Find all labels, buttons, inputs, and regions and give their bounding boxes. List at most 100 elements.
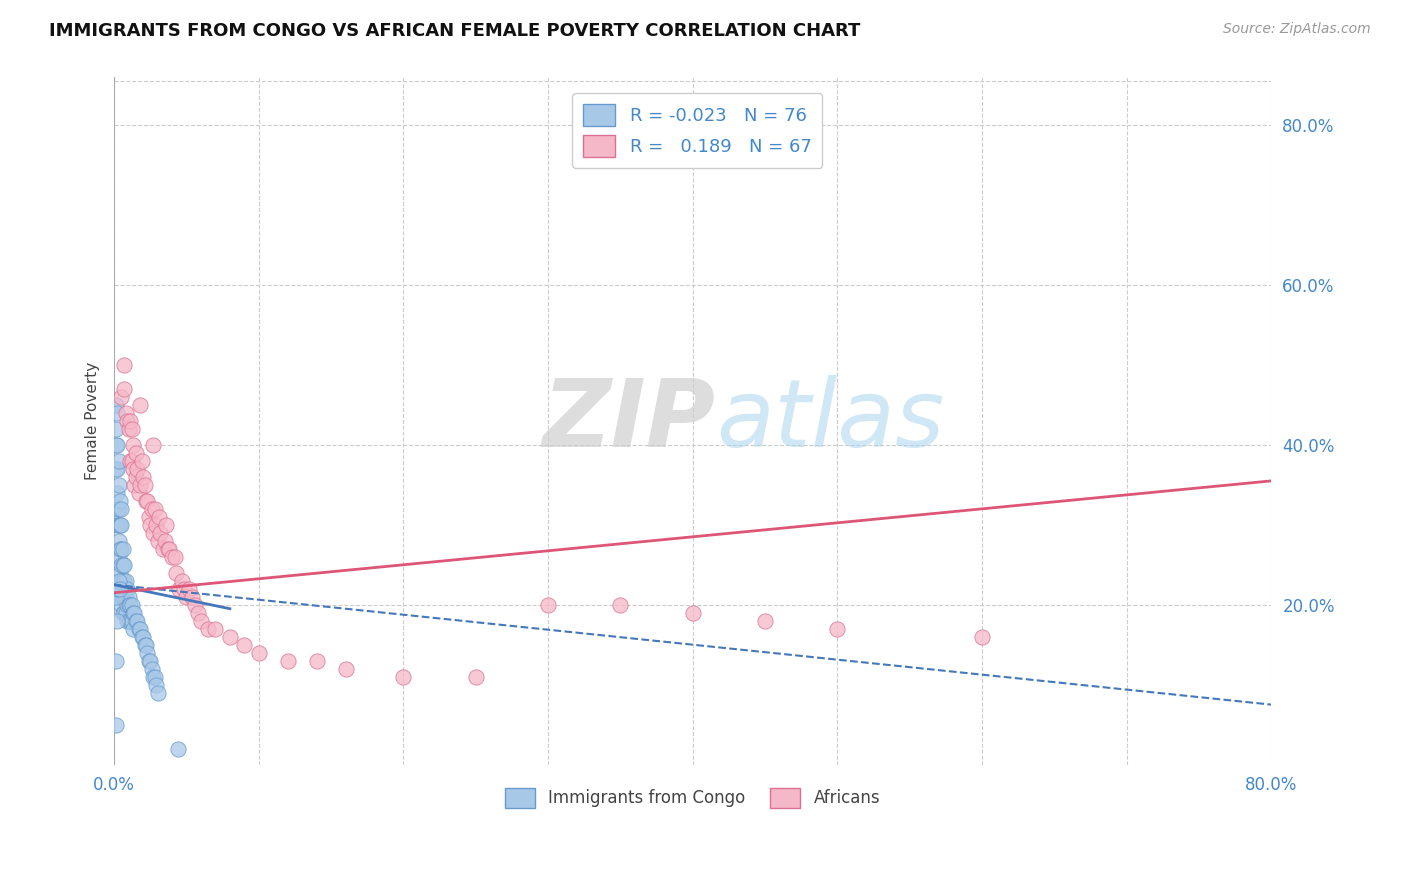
Point xyxy=(169,582,191,596)
Point xyxy=(128,622,150,636)
Point xyxy=(110,501,132,516)
Point xyxy=(107,517,129,532)
Point xyxy=(112,574,135,588)
Point xyxy=(112,590,135,604)
Point xyxy=(121,598,143,612)
Point xyxy=(135,638,157,652)
Point xyxy=(124,478,146,492)
Point xyxy=(129,398,152,412)
Point xyxy=(122,606,145,620)
Point xyxy=(128,486,150,500)
Point xyxy=(107,574,129,588)
Point xyxy=(127,614,149,628)
Point xyxy=(105,614,128,628)
Point xyxy=(138,509,160,524)
Point xyxy=(110,517,132,532)
Point xyxy=(105,517,128,532)
Point xyxy=(173,582,195,596)
Point xyxy=(115,582,138,596)
Point xyxy=(537,598,560,612)
Point xyxy=(105,438,128,452)
Point xyxy=(148,509,170,524)
Legend: Immigrants from Congo, Africans: Immigrants from Congo, Africans xyxy=(498,780,887,814)
Point xyxy=(121,422,143,436)
Point xyxy=(104,438,127,452)
Point xyxy=(104,717,127,731)
Point xyxy=(392,670,415,684)
Point xyxy=(141,662,163,676)
Point xyxy=(107,549,129,564)
Point xyxy=(179,582,201,596)
Point xyxy=(190,614,212,628)
Point xyxy=(105,462,128,476)
Point xyxy=(120,598,142,612)
Point xyxy=(335,662,357,676)
Point xyxy=(219,630,242,644)
Text: ZIP: ZIP xyxy=(543,375,716,467)
Point xyxy=(104,654,127,668)
Point xyxy=(131,454,153,468)
Point xyxy=(114,574,136,588)
Point xyxy=(135,494,157,508)
Point xyxy=(156,541,179,556)
Point xyxy=(152,541,174,556)
Point xyxy=(149,525,172,540)
Point xyxy=(105,406,128,420)
Point xyxy=(115,614,138,628)
Point xyxy=(110,598,132,612)
Point xyxy=(142,670,165,684)
Point xyxy=(165,566,187,580)
Point xyxy=(125,470,148,484)
Point xyxy=(110,390,132,404)
Point xyxy=(111,574,134,588)
Point xyxy=(157,541,180,556)
Point xyxy=(108,582,131,596)
Point xyxy=(114,406,136,420)
Point xyxy=(107,533,129,548)
Point xyxy=(111,590,134,604)
Point xyxy=(176,590,198,604)
Point xyxy=(122,622,145,636)
Point xyxy=(120,454,142,468)
Point xyxy=(146,533,169,548)
Point xyxy=(118,590,141,604)
Point xyxy=(107,501,129,516)
Point xyxy=(247,646,270,660)
Point xyxy=(142,525,165,540)
Point xyxy=(142,438,165,452)
Point xyxy=(104,398,127,412)
Point xyxy=(110,590,132,604)
Point xyxy=(134,478,156,492)
Point xyxy=(111,541,134,556)
Point xyxy=(112,558,135,572)
Point xyxy=(136,646,159,660)
Point xyxy=(141,501,163,516)
Point xyxy=(129,622,152,636)
Point xyxy=(107,454,129,468)
Point xyxy=(111,558,134,572)
Point xyxy=(138,654,160,668)
Point xyxy=(139,517,162,532)
Point xyxy=(120,614,142,628)
Point xyxy=(110,574,132,588)
Point xyxy=(104,590,127,604)
Point xyxy=(609,598,631,612)
Point xyxy=(464,670,486,684)
Text: IMMIGRANTS FROM CONGO VS AFRICAN FEMALE POVERTY CORRELATION CHART: IMMIGRANTS FROM CONGO VS AFRICAN FEMALE … xyxy=(49,22,860,40)
Point xyxy=(146,685,169,699)
Point xyxy=(131,630,153,644)
Point xyxy=(233,638,256,652)
Point xyxy=(118,598,141,612)
Point xyxy=(122,438,145,452)
Point xyxy=(305,654,328,668)
Point xyxy=(136,494,159,508)
Text: atlas: atlas xyxy=(716,376,943,467)
Point xyxy=(115,598,138,612)
Point xyxy=(105,582,128,596)
Point xyxy=(108,517,131,532)
Point xyxy=(110,541,132,556)
Point xyxy=(105,501,128,516)
Point xyxy=(197,622,219,636)
Point xyxy=(121,614,143,628)
Point xyxy=(187,606,209,620)
